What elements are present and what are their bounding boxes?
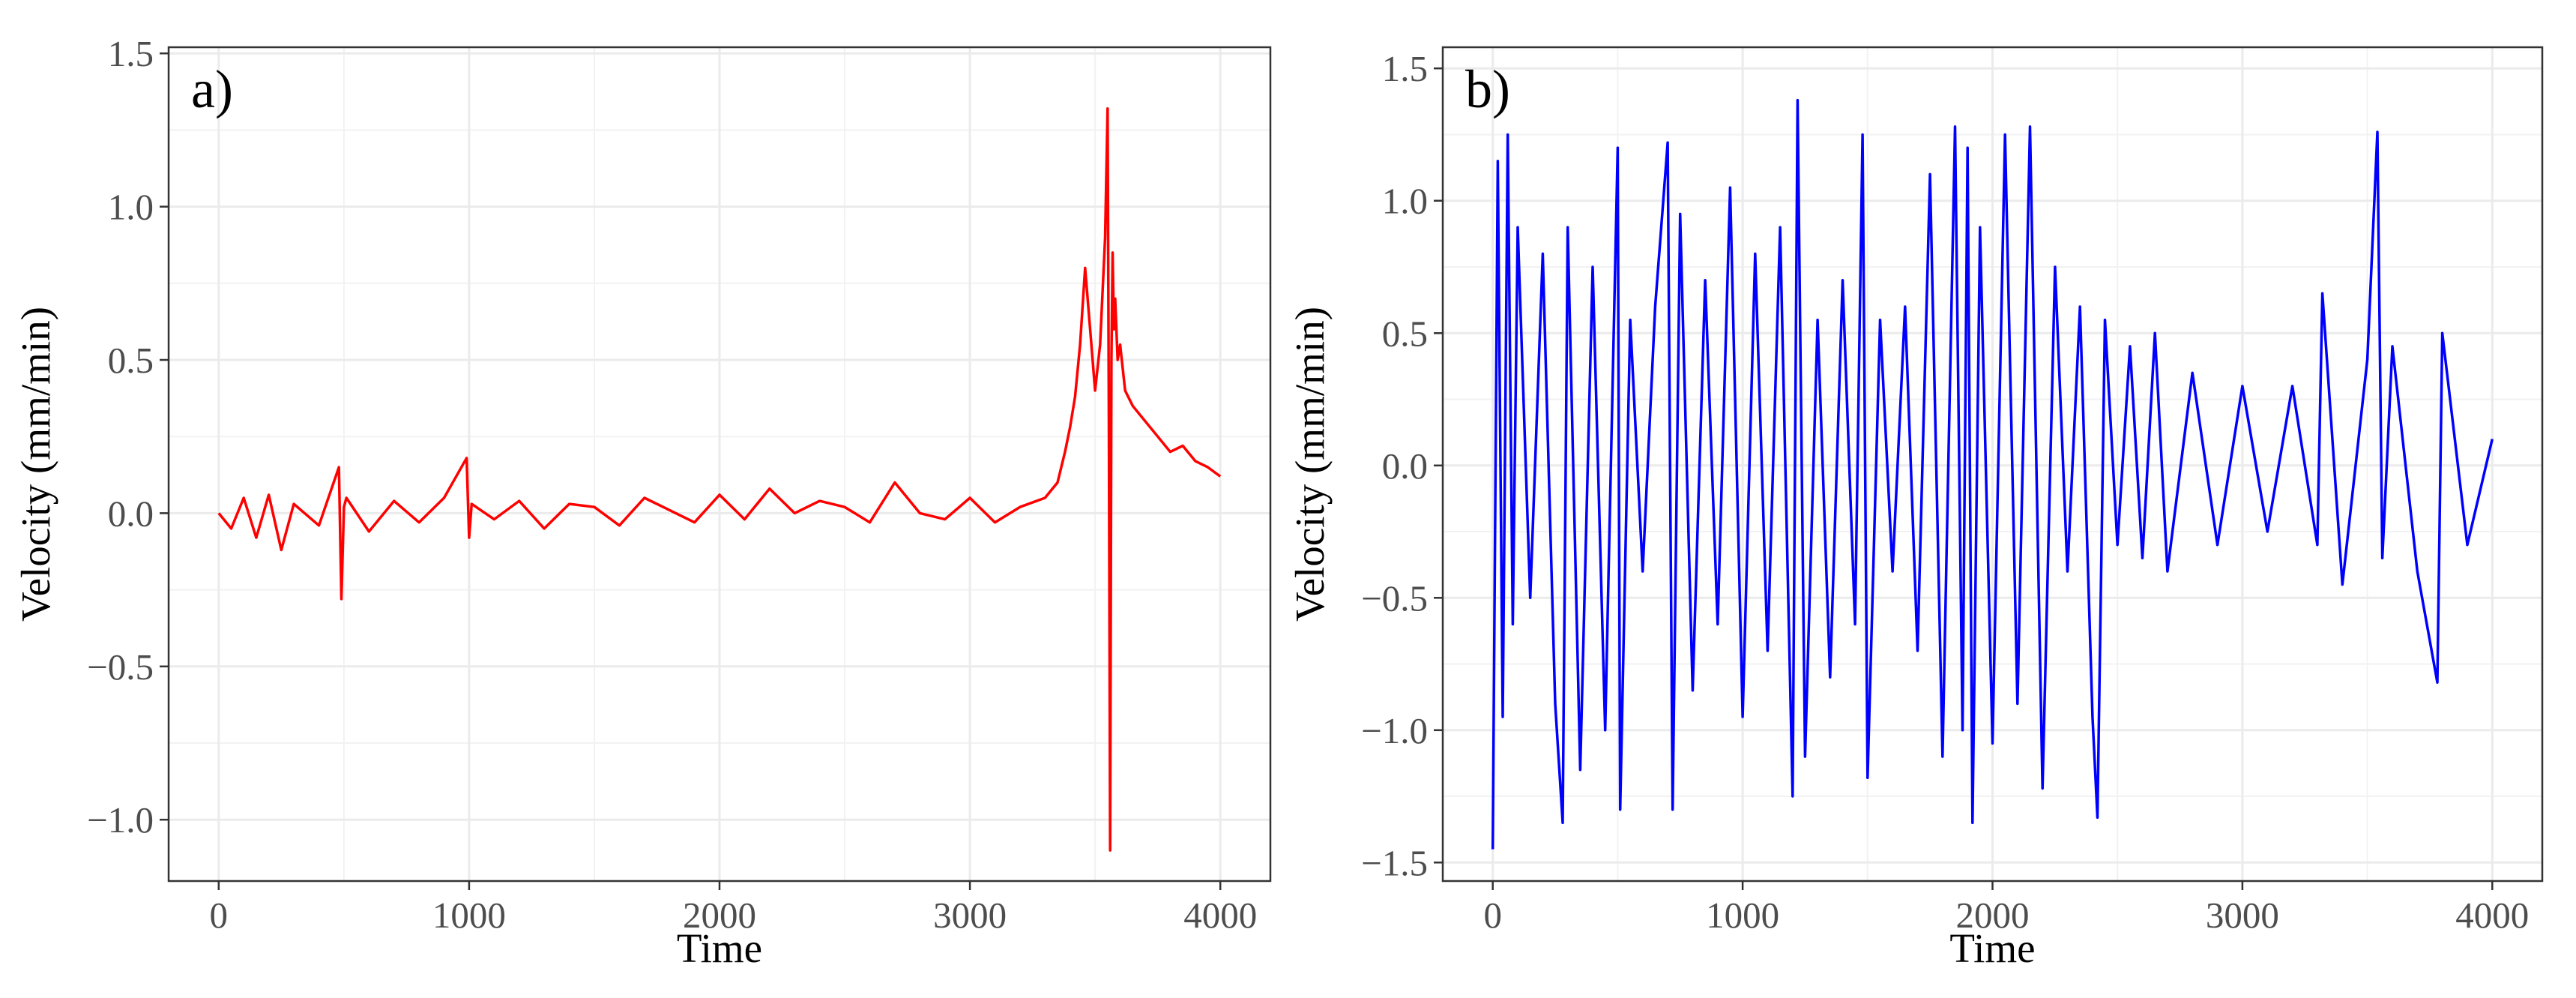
y-tick-label: 0.0 xyxy=(108,493,154,534)
y-tick-label: 0.0 xyxy=(1382,445,1428,487)
y-tick-label: −0.5 xyxy=(87,646,154,688)
y-axis-title: Velocity (mm/min) xyxy=(1287,307,1333,622)
panel-a: 0 1000 2000 3000 4000 −1.0 −0.5 0.0 0.5 1.0 1.5 Tim… xyxy=(13,33,1272,971)
y-tick-label: 1.5 xyxy=(108,33,154,74)
y-tick-label: −1.5 xyxy=(1361,842,1428,883)
x-tick-label: 1000 xyxy=(432,895,506,936)
x-tick-label: 0 xyxy=(210,895,229,936)
x-tick-label: 1000 xyxy=(1706,895,1779,936)
y-tick-label: −1.0 xyxy=(1361,710,1428,751)
y-tick-label: 1.0 xyxy=(1382,181,1428,222)
y-axis-title: Velocity (mm/min) xyxy=(13,307,58,622)
series-line xyxy=(217,107,1222,852)
series-line xyxy=(1491,98,2494,850)
y-tick-label: −0.5 xyxy=(1361,577,1428,619)
x-tick-label: 0 xyxy=(1483,895,1502,936)
x-axis-title: Time xyxy=(677,925,762,971)
y-tick-label: 1.5 xyxy=(1382,48,1428,89)
y-tick-label: −1.0 xyxy=(87,799,154,841)
y-tick-label: 0.5 xyxy=(108,340,154,381)
y-tick-label: 1.0 xyxy=(108,187,154,228)
x-tick-label: 3000 xyxy=(933,895,1007,936)
x-tick-label: 3000 xyxy=(2206,895,2279,936)
y-tick-label: 0.5 xyxy=(1382,313,1428,354)
x-tick-label: 4000 xyxy=(1183,895,1257,936)
x-tick-label: 2000 xyxy=(1956,895,2030,936)
x-tick-label: 4000 xyxy=(2455,895,2529,936)
x-tick-label: 2000 xyxy=(683,895,756,936)
x-axis-title: Time xyxy=(1949,925,2035,971)
panel-b: 0 1000 2000 3000 4000 −1.5 −1.0 −0.5 0.0 0.5 1.0 1.… xyxy=(1287,46,2544,971)
panel-label: a) xyxy=(191,59,233,119)
panel-label: b) xyxy=(1465,59,1510,119)
